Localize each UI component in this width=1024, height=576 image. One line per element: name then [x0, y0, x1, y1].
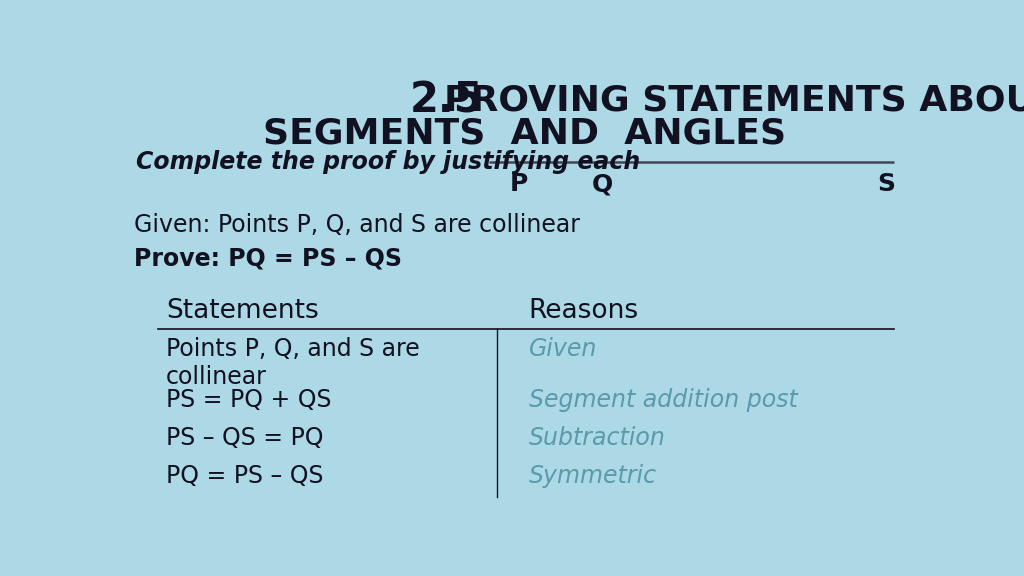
Text: Segment addition post: Segment addition post	[528, 388, 798, 412]
Text: PROVING STATEMENTS ABOUT: PROVING STATEMENTS ABOUT	[443, 83, 1024, 117]
Text: P: P	[509, 172, 527, 196]
Text: Complete the proof by justifying each: Complete the proof by justifying each	[136, 150, 640, 175]
Text: Statements: Statements	[166, 298, 318, 324]
Text: Reasons: Reasons	[528, 298, 639, 324]
Text: Given: Points P, Q, and S are collinear: Given: Points P, Q, and S are collinear	[134, 213, 581, 237]
Text: Points P, Q, and S are
collinear: Points P, Q, and S are collinear	[166, 338, 420, 389]
Text: Q: Q	[592, 172, 613, 196]
Text: Subtraction: Subtraction	[528, 426, 666, 450]
Text: Prove: PQ = PS – QS: Prove: PQ = PS – QS	[134, 247, 402, 271]
Text: PQ = PS – QS: PQ = PS – QS	[166, 464, 324, 488]
Text: PS – QS = PQ: PS – QS = PQ	[166, 426, 324, 450]
Text: PS = PQ + QS: PS = PQ + QS	[166, 388, 332, 412]
Text: S: S	[877, 172, 895, 196]
Text: Given: Given	[528, 338, 597, 362]
Text: 2.5: 2.5	[410, 79, 483, 121]
Text: Symmetric: Symmetric	[528, 464, 656, 488]
Text: SEGMENTS  AND  ANGLES: SEGMENTS AND ANGLES	[263, 116, 786, 150]
